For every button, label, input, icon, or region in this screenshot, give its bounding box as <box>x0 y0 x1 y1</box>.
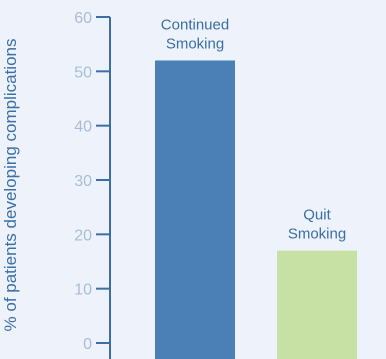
bar-label-1: Continued Smoking <box>161 16 229 52</box>
y-axis-label: % of patients developing complications <box>1 39 20 332</box>
bar-2 <box>277 250 357 359</box>
y-tick-label: 60 <box>74 10 92 27</box>
y-tick-label: 30 <box>74 173 92 190</box>
y-tick-label: 50 <box>74 64 92 81</box>
y-tick-label: 0 <box>83 336 92 353</box>
y-tick-label: 20 <box>74 227 92 244</box>
y-axis-ticks: 0 10 20 30 40 50 60 <box>74 10 110 353</box>
bars <box>155 60 357 359</box>
bar-1 <box>155 60 235 359</box>
y-tick-label: 10 <box>74 282 92 299</box>
bar-label-2: Quit Smoking <box>288 207 346 243</box>
y-tick-label: 40 <box>74 119 92 136</box>
bar-labels: Continued Smoking Quit Smoking <box>161 16 346 242</box>
